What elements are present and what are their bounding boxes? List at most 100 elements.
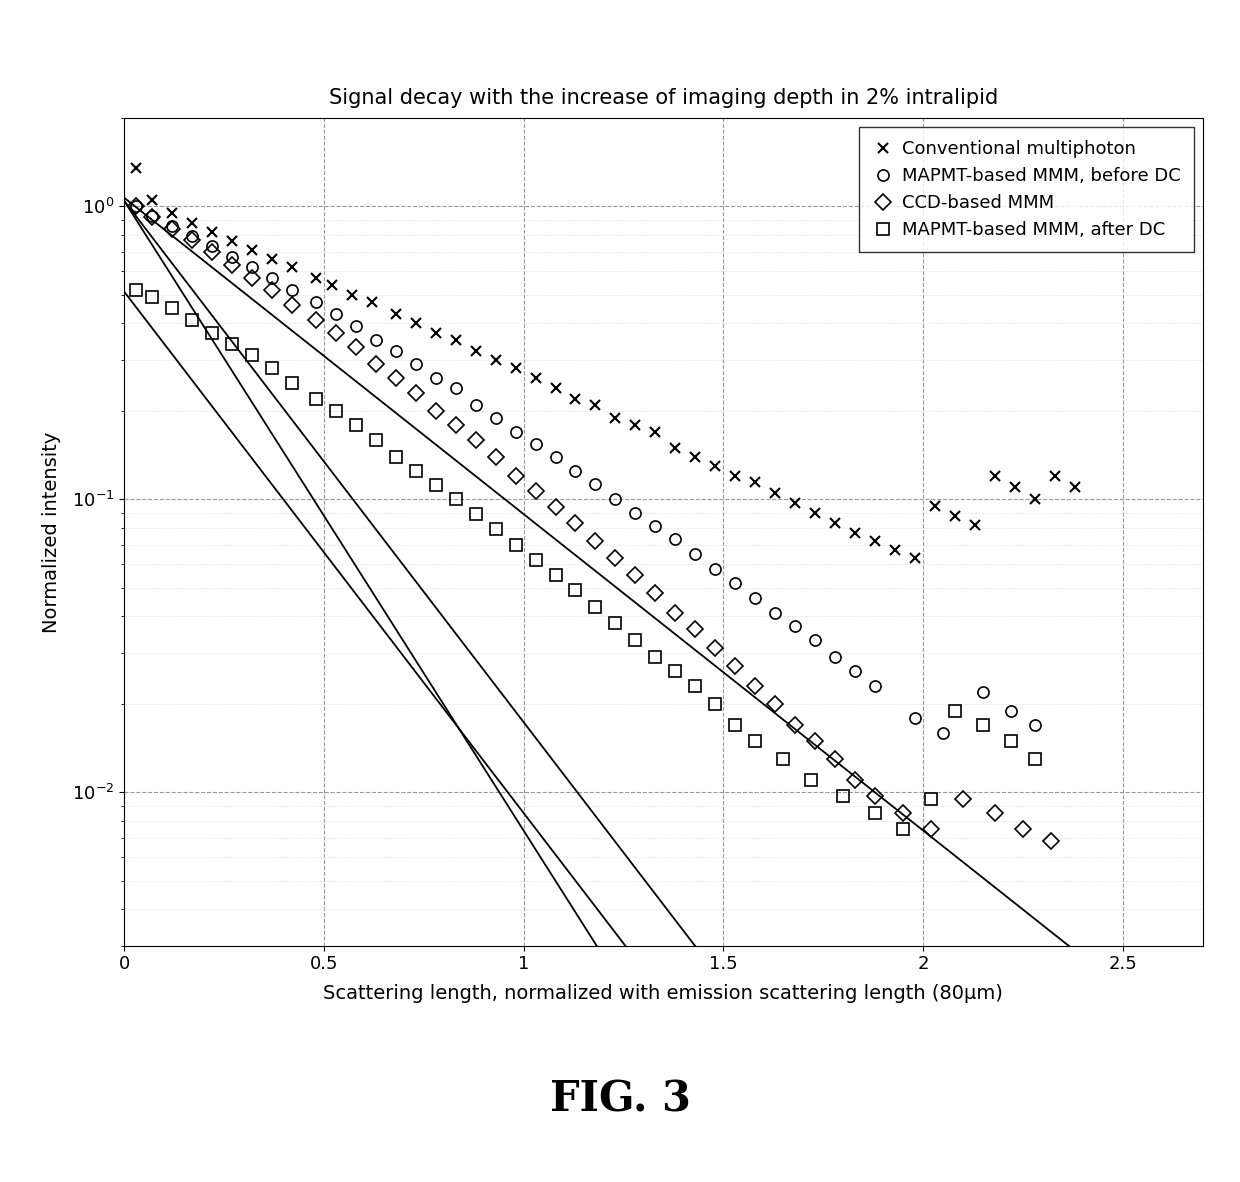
Conventional multiphoton	[627, 417, 642, 431]
CCD-based MMM	[649, 586, 663, 600]
Conventional multiphoton	[408, 316, 423, 330]
MAPMT-based MMM, after DC	[145, 290, 160, 304]
Conventional multiphoton	[244, 242, 259, 256]
MAPMT-based MMM, before DC	[688, 547, 703, 561]
MAPMT-based MMM, before DC	[129, 200, 144, 214]
MAPMT-based MMM, before DC	[649, 519, 663, 533]
MAPMT-based MMM, after DC	[469, 507, 484, 521]
MAPMT-based MMM, after DC	[185, 313, 200, 327]
CCD-based MMM	[924, 821, 939, 836]
CCD-based MMM	[1044, 834, 1059, 849]
MAPMT-based MMM, after DC	[309, 392, 324, 407]
Conventional multiphoton	[345, 287, 360, 301]
Conventional multiphoton	[608, 410, 622, 424]
Line: MAPMT-based MMM, before DC: MAPMT-based MMM, before DC	[130, 201, 1040, 738]
MAPMT-based MMM, before DC	[548, 449, 563, 463]
CCD-based MMM	[428, 404, 443, 418]
CCD-based MMM	[528, 483, 543, 498]
Conventional multiphoton	[309, 271, 324, 285]
MAPMT-based MMM, before DC	[588, 476, 603, 491]
Conventional multiphoton	[668, 441, 683, 455]
Conventional multiphoton	[947, 508, 962, 522]
CCD-based MMM	[848, 773, 863, 787]
MAPMT-based MMM, before DC	[728, 576, 743, 590]
MAPMT-based MMM, before DC	[848, 664, 863, 678]
MAPMT-based MMM, before DC	[787, 619, 802, 634]
CCD-based MMM	[309, 313, 324, 327]
MAPMT-based MMM, before DC	[627, 506, 642, 520]
Conventional multiphoton	[928, 499, 942, 513]
MAPMT-based MMM, before DC	[284, 282, 299, 297]
MAPMT-based MMM, before DC	[568, 463, 583, 478]
Conventional multiphoton	[469, 344, 484, 358]
Conventional multiphoton	[688, 449, 703, 463]
Line: Conventional multiphoton: Conventional multiphoton	[131, 163, 1080, 563]
MAPMT-based MMM, before DC	[348, 319, 363, 333]
CCD-based MMM	[185, 233, 200, 247]
Conventional multiphoton	[205, 225, 219, 239]
Conventional multiphoton	[967, 518, 982, 532]
CCD-based MMM	[748, 680, 763, 694]
MAPMT-based MMM, after DC	[129, 282, 144, 297]
MAPMT-based MMM, before DC	[708, 561, 723, 576]
MAPMT-based MMM, after DC	[776, 752, 791, 766]
MAPMT-based MMM, before DC	[165, 219, 180, 233]
Line: MAPMT-based MMM, after DC: MAPMT-based MMM, after DC	[130, 284, 1040, 834]
MAPMT-based MMM, before DC	[528, 436, 543, 450]
MAPMT-based MMM, before DC	[908, 710, 923, 725]
MAPMT-based MMM, after DC	[1003, 734, 1018, 748]
Conventional multiphoton	[787, 496, 802, 511]
Conventional multiphoton	[1028, 493, 1043, 507]
MAPMT-based MMM, before DC	[244, 260, 259, 274]
CCD-based MMM	[568, 517, 583, 531]
CCD-based MMM	[244, 271, 259, 285]
Title: Signal decay with the increase of imaging depth in 2% intralipid: Signal decay with the increase of imagin…	[329, 89, 998, 109]
CCD-based MMM	[608, 551, 622, 565]
Conventional multiphoton	[448, 333, 463, 348]
MAPMT-based MMM, before DC	[508, 424, 523, 439]
Conventional multiphoton	[1068, 480, 1083, 494]
MAPMT-based MMM, after DC	[947, 703, 962, 717]
CCD-based MMM	[548, 500, 563, 514]
CCD-based MMM	[787, 717, 802, 732]
MAPMT-based MMM, before DC	[489, 410, 503, 424]
Conventional multiphoton	[748, 474, 763, 488]
Conventional multiphoton	[325, 278, 340, 292]
MAPMT-based MMM, after DC	[1028, 752, 1043, 766]
CCD-based MMM	[895, 806, 910, 820]
MAPMT-based MMM, before DC	[309, 296, 324, 310]
Conventional multiphoton	[284, 260, 299, 274]
MAPMT-based MMM, after DC	[568, 583, 583, 597]
Conventional multiphoton	[145, 193, 160, 207]
CCD-based MMM	[368, 357, 383, 371]
Conventional multiphoton	[388, 306, 403, 320]
MAPMT-based MMM, after DC	[489, 522, 503, 537]
MAPMT-based MMM, after DC	[868, 806, 883, 820]
CCD-based MMM	[224, 258, 239, 272]
MAPMT-based MMM, before DC	[408, 357, 423, 371]
MAPMT-based MMM, before DC	[329, 306, 343, 320]
CCD-based MMM	[489, 449, 503, 463]
Conventional multiphoton	[908, 551, 923, 565]
Conventional multiphoton	[489, 352, 503, 366]
Conventional multiphoton	[768, 486, 782, 500]
CCD-based MMM	[129, 200, 144, 214]
MAPMT-based MMM, before DC	[224, 251, 239, 265]
Legend: Conventional multiphoton, MAPMT-based MMM, before DC, CCD-based MMM, MAPMT-based: Conventional multiphoton, MAPMT-based MM…	[859, 128, 1194, 252]
X-axis label: Scattering length, normalized with emission scattering length (80μm): Scattering length, normalized with emiss…	[324, 985, 1003, 1004]
MAPMT-based MMM, before DC	[264, 271, 279, 285]
Conventional multiphoton	[508, 362, 523, 376]
MAPMT-based MMM, after DC	[508, 538, 523, 552]
CCD-based MMM	[388, 371, 403, 385]
CCD-based MMM	[329, 326, 343, 340]
MAPMT-based MMM, after DC	[348, 417, 363, 431]
Conventional multiphoton	[528, 371, 543, 385]
MAPMT-based MMM, before DC	[368, 333, 383, 348]
CCD-based MMM	[348, 340, 363, 355]
MAPMT-based MMM, after DC	[895, 821, 910, 836]
CCD-based MMM	[807, 734, 822, 748]
CCD-based MMM	[205, 245, 219, 259]
Conventional multiphoton	[165, 206, 180, 220]
MAPMT-based MMM, after DC	[408, 463, 423, 478]
Conventional multiphoton	[649, 424, 663, 439]
